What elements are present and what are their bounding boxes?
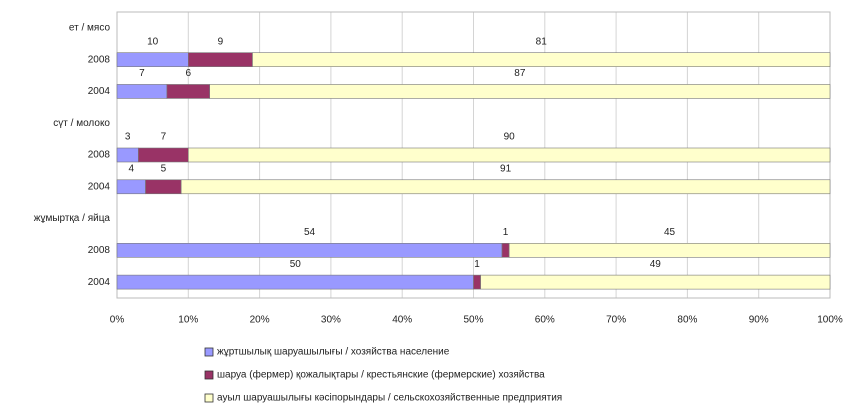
bar-segment bbox=[188, 52, 253, 67]
legend-swatch bbox=[204, 393, 214, 403]
data-label: 3 bbox=[125, 132, 131, 143]
x-tick-label: 80% bbox=[677, 315, 697, 326]
x-tick-label: 20% bbox=[250, 315, 270, 326]
x-tick-label: 100% bbox=[817, 315, 843, 326]
y-tick-label: 2008 bbox=[88, 150, 111, 161]
bar-segment bbox=[116, 179, 146, 195]
bar-segment bbox=[116, 147, 139, 163]
data-label: 1 bbox=[503, 227, 509, 238]
bar-segment bbox=[116, 84, 168, 99]
x-tick-label: 70% bbox=[606, 315, 626, 326]
legend-label: шаруа (фермер) қожалықтары / крестьянски… bbox=[217, 369, 545, 381]
x-tick-label: 60% bbox=[535, 315, 555, 326]
bar-segment bbox=[508, 243, 831, 258]
data-label: 4 bbox=[128, 163, 134, 174]
legend-label: ауыл шаруашылығы кәсіпорындары / сельско… bbox=[217, 393, 562, 404]
bar-segment bbox=[252, 52, 831, 67]
data-label: 7 bbox=[161, 132, 167, 143]
y-tick-label: 2008 bbox=[88, 245, 111, 256]
y-tick-label: сүт / молоко bbox=[53, 118, 110, 129]
bar-segment bbox=[209, 84, 831, 99]
data-label: 49 bbox=[650, 259, 662, 270]
x-tick-label: 30% bbox=[321, 315, 341, 326]
bar-segment bbox=[145, 179, 182, 195]
x-tick-label: 10% bbox=[178, 315, 198, 326]
bar-segment bbox=[473, 274, 481, 290]
bar-segment bbox=[180, 179, 831, 195]
data-label: 1 bbox=[474, 259, 480, 270]
bar-segment bbox=[116, 274, 474, 290]
x-tick-label: 50% bbox=[463, 315, 483, 326]
x-tick-label: 0% bbox=[110, 315, 125, 326]
legend-label: жұртшылық шаруашылығы / хозяйства населе… bbox=[217, 347, 450, 358]
y-tick-label: ет / мясо bbox=[69, 23, 111, 34]
data-label: 45 bbox=[664, 227, 676, 238]
legend-swatch bbox=[204, 347, 214, 357]
bar-segment bbox=[116, 52, 189, 67]
x-tick-label: 90% bbox=[749, 315, 769, 326]
data-label: 91 bbox=[500, 163, 512, 174]
data-label: 54 bbox=[304, 227, 316, 238]
y-tick-label: 2004 bbox=[88, 86, 111, 97]
data-label: 7 bbox=[139, 68, 145, 79]
legend-swatch bbox=[204, 370, 214, 380]
data-label: 81 bbox=[536, 36, 548, 47]
y-tick-label: 2004 bbox=[88, 277, 111, 288]
data-label: 50 bbox=[290, 259, 302, 270]
bar-segment bbox=[480, 274, 831, 290]
y-tick-label: 2004 bbox=[88, 181, 111, 192]
x-tick-label: 40% bbox=[392, 315, 412, 326]
y-tick-label: жұмыртқа / яйца bbox=[34, 213, 111, 224]
data-label: 9 bbox=[218, 36, 224, 47]
bar-segment bbox=[188, 147, 831, 163]
bar-segment bbox=[116, 243, 503, 258]
data-label: 90 bbox=[504, 132, 516, 143]
bar-segment bbox=[166, 84, 210, 99]
data-label: 10 bbox=[147, 36, 159, 47]
data-label: 5 bbox=[161, 163, 167, 174]
data-label: 6 bbox=[186, 68, 192, 79]
bar-segment bbox=[501, 243, 510, 258]
y-tick-label: 2008 bbox=[88, 54, 111, 65]
bar-segment bbox=[138, 147, 189, 163]
data-label: 87 bbox=[514, 68, 526, 79]
